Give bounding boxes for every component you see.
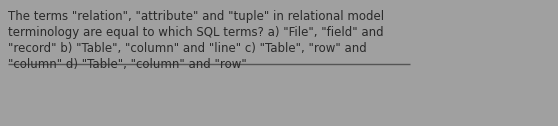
Text: The terms "relation", "attribute" and "tuple" in relational model
terminology ar: The terms "relation", "attribute" and "t…: [8, 10, 384, 71]
